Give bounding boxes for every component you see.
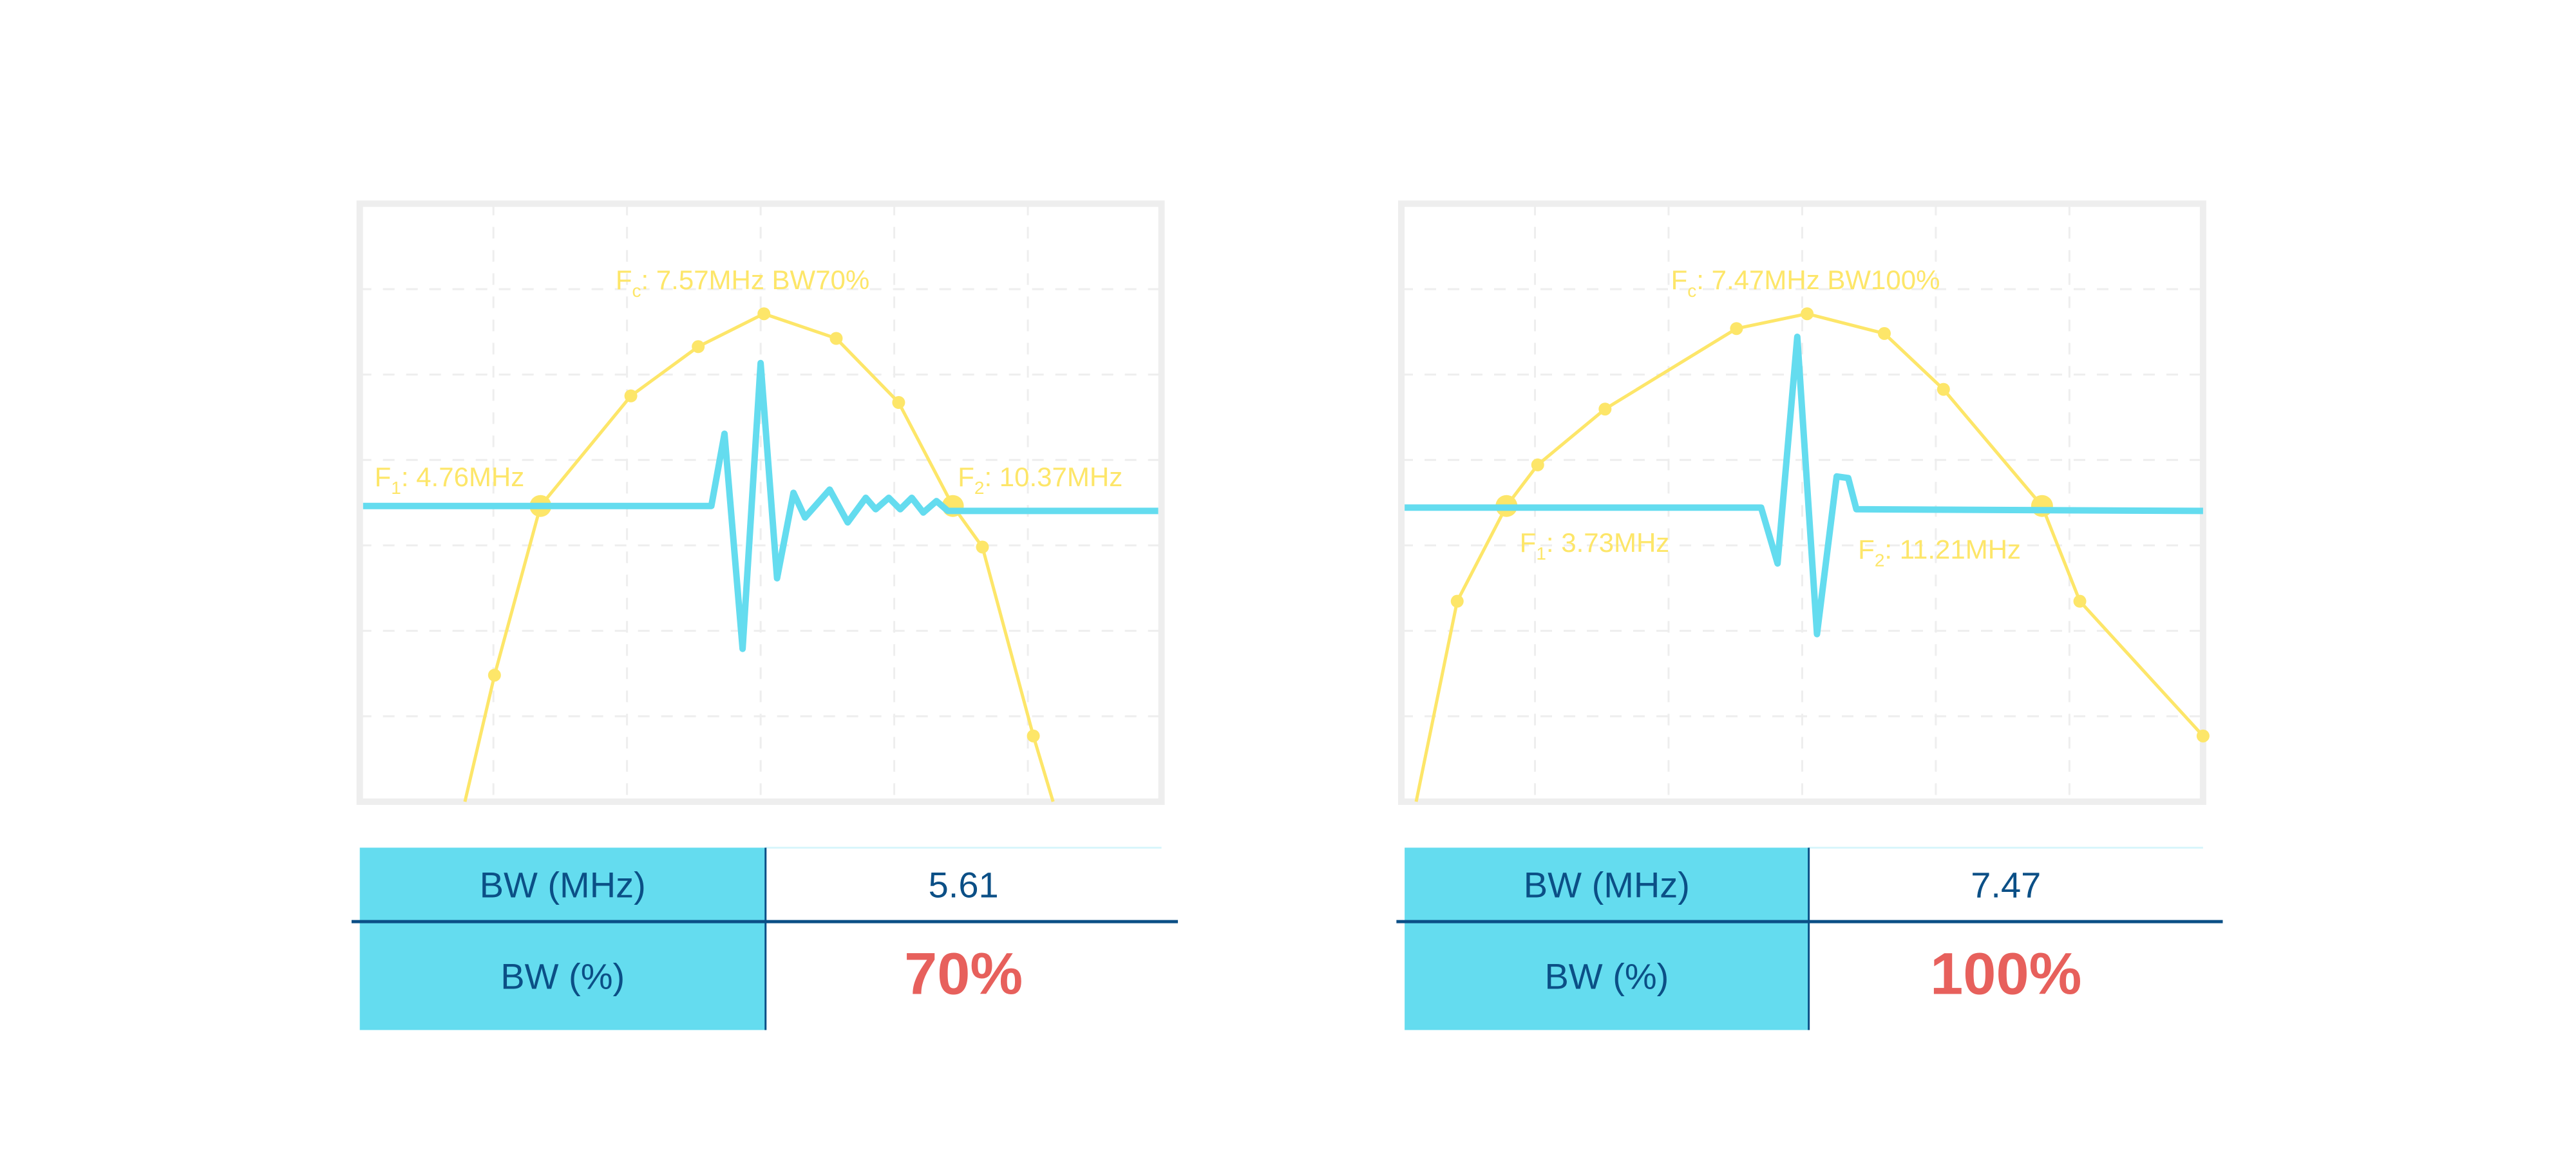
bw-percent-value: 70% xyxy=(904,941,1023,1007)
label-f1: F1: 3.73MHz xyxy=(1520,527,1670,563)
bw-mhz-value: 5.61 xyxy=(929,865,999,905)
label-f1-sub: 1 xyxy=(1536,544,1546,563)
plot-frame xyxy=(1398,200,2206,805)
label-f2: F2: 11.21MHz xyxy=(1858,534,2021,570)
label-fc-main: F xyxy=(1671,265,1688,295)
response-point xyxy=(488,668,501,682)
label-f2-sub: 2 xyxy=(1875,550,1885,570)
row-label-bw-percent: BW (%) xyxy=(500,956,625,996)
response-point xyxy=(1730,322,1743,336)
label-f1: F1: 4.76MHz xyxy=(375,462,525,498)
response-point xyxy=(976,540,989,554)
label-fc-sub: c xyxy=(1687,281,1696,301)
response-point xyxy=(692,340,705,354)
label-fc: Fc: 7.47MHz BW100% xyxy=(1671,265,1940,301)
row-label-bw-mhz: BW (MHz) xyxy=(1524,865,1690,905)
response-point xyxy=(829,332,843,345)
pulse-waveform-line xyxy=(1405,334,2203,638)
label-f1-main: F xyxy=(375,462,392,492)
chart-panel-1: Fc: 7.57MHz BW70%F1: 4.76MHz F2: 10.37MHz… xyxy=(351,200,1179,1030)
response-point xyxy=(1801,307,1814,321)
label-f2-main: F xyxy=(958,462,974,492)
bandwidth-table: BW (MHz) 7.47 BW (%) 100% xyxy=(1396,846,2223,1030)
response-point xyxy=(1937,383,1950,396)
label-f2-sub: 2 xyxy=(974,478,985,498)
label-f2: F2: 10.37MHz xyxy=(958,462,1122,498)
label-f2-rest: : 11.21MHz xyxy=(1884,534,2021,564)
label-f1-rest: : 4.76MHz xyxy=(401,462,524,492)
plot-frame xyxy=(356,200,1165,805)
row-label-bw-percent: BW (%) xyxy=(1544,956,1669,996)
response-point xyxy=(1877,326,1891,340)
header-cells xyxy=(359,847,766,1030)
label-fc-rest: : 7.57MHz BW70% xyxy=(641,265,869,295)
chart-panel-2: Fc: 7.47MHz BW100%F1: 3.73MHz F2: 11.21MH… xyxy=(1396,200,2223,1030)
response-point xyxy=(757,307,771,321)
response-point xyxy=(2073,594,2087,608)
label-fc-main: F xyxy=(616,265,632,295)
label-f2-rest: : 10.37MHz xyxy=(984,462,1122,492)
bw-percent-value: 100% xyxy=(1930,941,2081,1007)
response-point xyxy=(1531,458,1544,471)
label-f1-sub: 1 xyxy=(391,478,401,498)
label-fc-sub: c xyxy=(632,281,641,301)
bw-mhz-value: 7.47 xyxy=(1971,865,2041,905)
response-point xyxy=(1027,729,1040,743)
label-f2-main: F xyxy=(1858,534,1875,564)
label-f1-rest: : 3.73MHz xyxy=(1546,527,1669,558)
response-point xyxy=(1598,402,1612,416)
row-label-bw-mhz: BW (MHz) xyxy=(480,865,646,905)
response-point xyxy=(892,395,905,409)
label-fc-rest: : 7.47MHz BW100% xyxy=(1696,265,1940,295)
bandwidth-table: BW (MHz) 5.61 BW (%) 70% xyxy=(351,846,1179,1030)
cutoff-marker xyxy=(2031,495,2053,517)
frequency-response-line xyxy=(1414,312,2204,802)
label-f1-main: F xyxy=(1520,527,1537,558)
pulse-waveform-line xyxy=(363,359,1159,652)
frequency-response-line xyxy=(463,312,1055,802)
label-fc: Fc: 7.57MHz BW70% xyxy=(616,265,869,301)
response-point xyxy=(624,389,638,402)
header-cells xyxy=(1405,847,1809,1030)
response-point xyxy=(1450,594,1464,608)
response-point xyxy=(2196,729,2210,743)
